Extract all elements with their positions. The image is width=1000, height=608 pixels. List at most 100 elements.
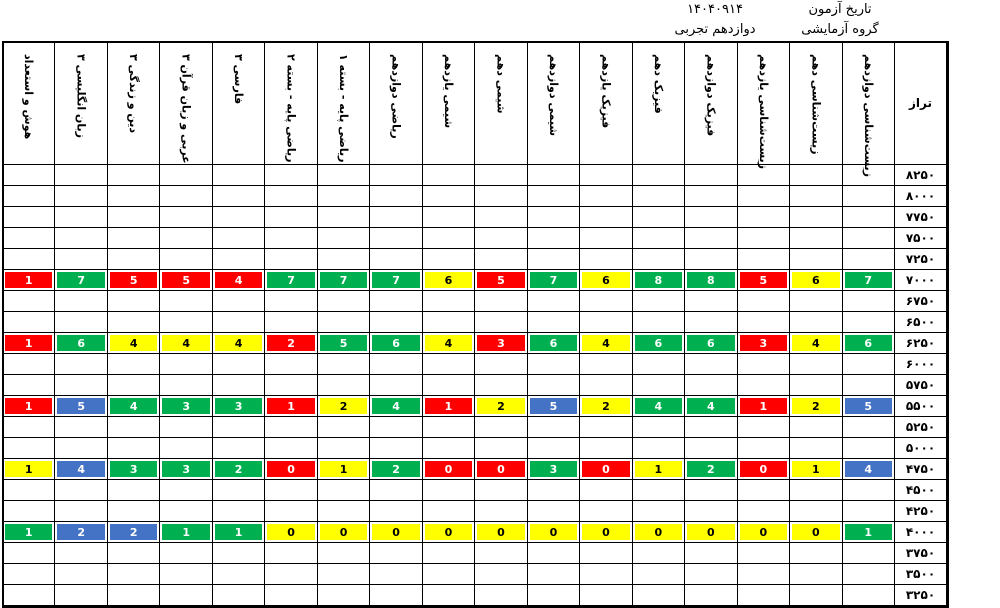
score-cell [212, 564, 266, 585]
score-value: 1 [5, 461, 53, 477]
score-cell [107, 165, 161, 186]
score-cell: 1 [3, 270, 56, 291]
score-cell [790, 564, 843, 585]
score-cell: 0 [737, 459, 791, 480]
score-cell: 3 [527, 459, 581, 480]
score-value: 0 [529, 524, 578, 540]
score-cell [475, 501, 528, 522]
score-cell [790, 312, 843, 333]
column-header-text: زبان انگلیسی ۳ [74, 54, 88, 138]
score-cell [317, 543, 371, 564]
score-cell: 6 [632, 333, 686, 354]
score-cell [842, 165, 895, 186]
exam-date-label: تاریخ آزمون [808, 2, 872, 17]
score-value: 6 [372, 335, 420, 351]
score-value: 5 [319, 335, 368, 351]
score-value: 0 [792, 524, 840, 540]
score-value: 1 [5, 524, 53, 540]
score-cell: 7 [842, 270, 895, 291]
score-cell [370, 564, 423, 585]
score-value: 5 [529, 398, 578, 414]
score-cell: 4 [632, 396, 686, 417]
score-cell [370, 312, 423, 333]
score-value: 5 [57, 398, 105, 414]
score-cell: 4 [55, 459, 108, 480]
score-cell [475, 564, 528, 585]
score-cell [107, 438, 161, 459]
score-cell: 1 [3, 459, 56, 480]
score-cell [527, 585, 581, 606]
score-cell: 4 [107, 333, 161, 354]
score-value: 0 [634, 524, 683, 540]
score-cell [685, 354, 738, 375]
score-cell [685, 186, 738, 207]
score-cell: 1 [265, 396, 318, 417]
score-value: 1 [267, 398, 315, 414]
score-cell [580, 165, 633, 186]
score-value: 5 [162, 272, 210, 288]
score-cell [370, 543, 423, 564]
score-cell [212, 543, 266, 564]
score-value: 7 [319, 272, 368, 288]
score-cell: 6 [580, 270, 633, 291]
score-cell [632, 186, 686, 207]
score-cell: 0 [265, 522, 318, 543]
score-value: 7 [267, 272, 315, 288]
score-cell [737, 186, 791, 207]
score-cell: 4 [685, 396, 738, 417]
score-cell [527, 186, 581, 207]
score-cell: 6 [842, 333, 895, 354]
score-cell [370, 375, 423, 396]
score-value: 7 [57, 272, 105, 288]
score-cell [107, 249, 161, 270]
score-value: 3 [529, 461, 578, 477]
score-cell [737, 438, 791, 459]
level-label: ۸۰۰۰ [895, 186, 947, 207]
score-value: 6 [792, 272, 840, 288]
score-cell: 5 [107, 270, 161, 291]
score-cell [842, 417, 895, 438]
score-cell [3, 165, 56, 186]
score-value: 2 [687, 461, 735, 477]
score-cell [265, 186, 318, 207]
score-cell [737, 543, 791, 564]
score-cell: 3 [160, 396, 213, 417]
score-value: 4 [424, 335, 473, 351]
score-cell: 6 [422, 270, 476, 291]
column-header: فیزیک یازدهم [580, 42, 633, 165]
score-cell [265, 480, 318, 501]
score-cell [212, 291, 266, 312]
score-value: 7 [529, 272, 578, 288]
score-cell [55, 585, 108, 606]
score-cell [632, 543, 686, 564]
score-cell [160, 228, 213, 249]
score-cell [370, 165, 423, 186]
score-cell: 1 [632, 459, 686, 480]
exam-date: ۱۴۰۴۰۹۱۴ [687, 2, 743, 17]
score-cell [737, 501, 791, 522]
score-cell [580, 375, 633, 396]
score-cell [685, 249, 738, 270]
score-cell [160, 417, 213, 438]
score-value: 4 [844, 461, 892, 477]
score-cell: 2 [317, 396, 371, 417]
score-cell [685, 165, 738, 186]
score-cell [422, 375, 476, 396]
score-value: 4 [57, 461, 105, 477]
score-cell [527, 501, 581, 522]
score-cell [317, 375, 371, 396]
column-header-text: دین و زندگی ۳ [127, 54, 141, 134]
score-cell [632, 165, 686, 186]
score-cell [632, 438, 686, 459]
column-header: شیمی دهم [475, 42, 528, 165]
score-cell [422, 312, 476, 333]
score-cell [212, 480, 266, 501]
score-cell: 0 [475, 459, 528, 480]
column-header-text: فیزیک دهم [651, 54, 665, 114]
score-cell: 7 [265, 270, 318, 291]
score-cell [265, 585, 318, 606]
column-header-text: زیست‌شناسی دهم [809, 54, 823, 155]
score-value: 1 [5, 398, 53, 414]
score-value: 0 [477, 524, 525, 540]
